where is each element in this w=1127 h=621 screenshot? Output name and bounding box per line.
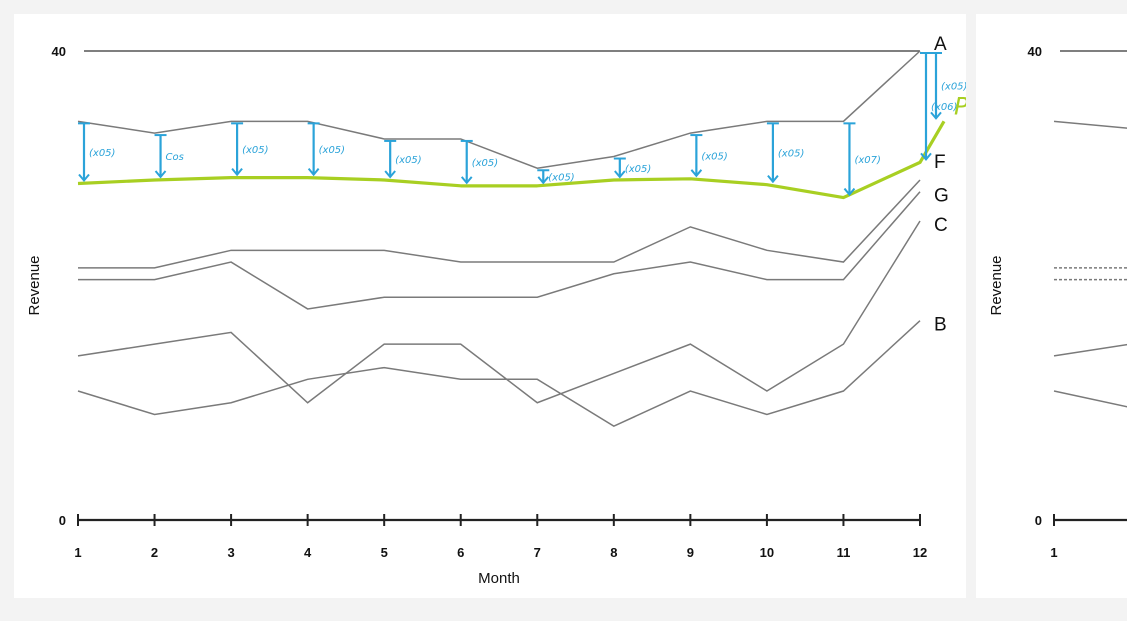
gap-arrow-head (843, 187, 856, 197)
series-line (1053, 120, 1127, 129)
x-tick-label: 4 (304, 545, 312, 560)
gap-arrow-head (384, 170, 396, 179)
series-label-f: F (934, 152, 946, 173)
gap-arrow-head (614, 170, 626, 179)
series-line-f (78, 179, 921, 269)
projection-label: Proj.? (A) (954, 92, 966, 120)
y-tick-label: 40 (52, 44, 66, 59)
gap-label: (x05) (941, 82, 966, 93)
revenue-by-month-chart: 1 2 3 4 5 6 7 8 9 10 11 12040MonthRevenueAFGCB(x05)… (26, 34, 966, 587)
gap-arrow-head (930, 111, 942, 120)
series-label-c: C (934, 215, 948, 236)
gap-label: (x05) (319, 145, 345, 156)
x-tick-label: 9 (687, 545, 694, 560)
series-line-a (77, 50, 921, 170)
gap-arrow-head (690, 169, 703, 178)
gap-label: (x05) (242, 145, 268, 156)
series-line (1053, 390, 1127, 408)
gap-arrow-head (920, 152, 932, 161)
gap-arrow-head (767, 175, 779, 184)
x-tick-label: 10 (760, 545, 774, 560)
gap-arrow-head (154, 170, 167, 179)
series-label-a: A (934, 34, 947, 55)
gap-label: (x05) (778, 149, 804, 160)
series-line-c (77, 220, 921, 404)
gap-arrow-head (460, 176, 473, 185)
gap-label: (x06) (931, 102, 957, 113)
y-tick-label: 40 (1028, 44, 1042, 59)
gap-arrow-head (537, 176, 550, 185)
x-tick-label: 8 (610, 545, 617, 560)
x-tick-label: 5 (381, 545, 388, 560)
y-axis-title: Revenue (988, 255, 1005, 315)
y-tick-label: 0 (59, 513, 66, 528)
gap-label: (x05) (701, 151, 727, 162)
series-line-b (77, 320, 921, 428)
gap-arrow-head (78, 173, 90, 183)
gap-label: (x07) (854, 155, 880, 166)
series-line-g (78, 191, 921, 310)
series-label-g: G (934, 186, 949, 207)
x-tick-label: 6 (457, 545, 464, 560)
x-tick-label: 12 (913, 545, 927, 560)
x-tick-label: 1 (74, 545, 81, 560)
gap-label: (x05) (472, 158, 498, 169)
x-tick-label: 1 (1050, 545, 1057, 560)
projection-line (77, 120, 946, 200)
gap-label: (x05) (89, 148, 115, 159)
second-chart-panel: 1 0 40 Revenue (976, 14, 1127, 598)
series-line (1053, 343, 1127, 357)
x-tick-label: 11 (837, 545, 851, 560)
second-revenue-chart: 1 0 40 Revenue (988, 44, 1127, 560)
gap-label: (x05) (395, 155, 421, 166)
x-tick-label: 3 (227, 545, 234, 560)
series-label-b: B (934, 315, 947, 336)
y-axis-title: Revenue (26, 255, 43, 315)
main-chart-panel: 1 2 3 4 5 6 7 8 9 10 11 12 0 40 Month Revenue A F G C B (x05)… (14, 14, 966, 598)
x-tick-label: 7 (534, 545, 541, 560)
x-axis-title: Month (478, 570, 520, 587)
gap-arrow-head (231, 167, 243, 177)
gap-label: (x05) (625, 164, 651, 175)
gap-arrow-head (307, 167, 320, 177)
gap-label: (x05) (548, 173, 574, 184)
y-tick-label: 0 (1035, 513, 1042, 528)
x-tick-label: 2 (151, 545, 158, 560)
gap-label: Cos (166, 152, 184, 163)
